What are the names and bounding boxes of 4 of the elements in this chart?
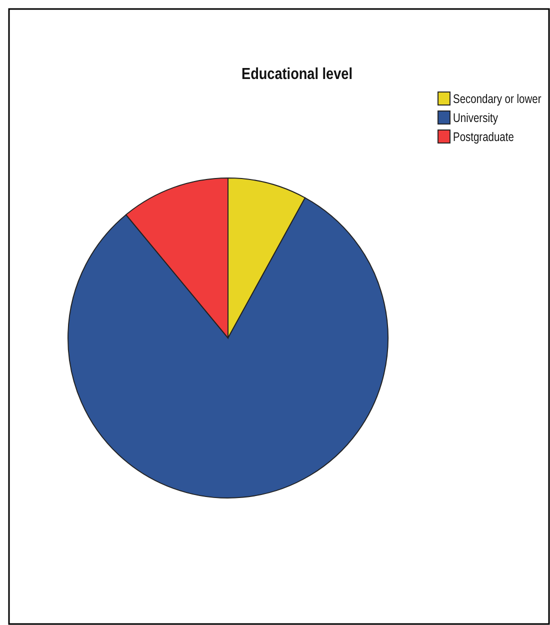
legend-label: Postgraduate xyxy=(453,131,514,144)
legend-label: Secondary or lower xyxy=(453,93,542,106)
legend-label: University xyxy=(453,112,498,126)
chart-title: Educational level xyxy=(242,66,352,84)
